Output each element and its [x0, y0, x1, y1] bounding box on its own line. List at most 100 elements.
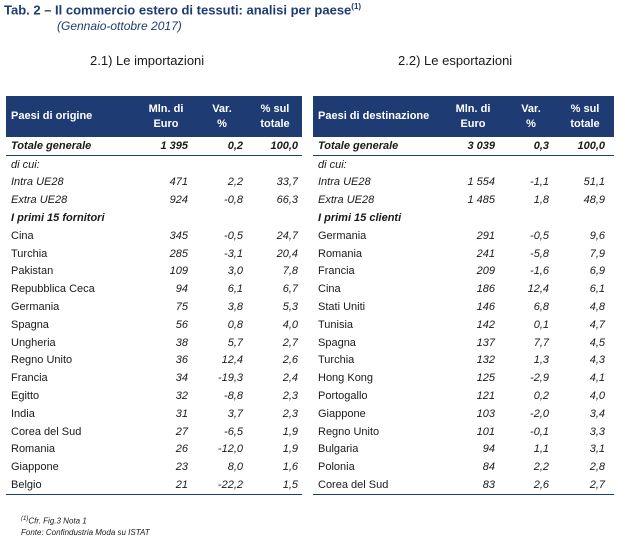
table-row: Pakistan 109 3,0 7,8 [6, 263, 302, 281]
var-cell: 0,1 [533, 318, 549, 331]
table-row: Romania 26 -12,0 1,9 [6, 441, 302, 459]
value-cell: 209 [476, 265, 495, 278]
share-cell: 4,8 [589, 301, 605, 314]
share-cell: 7,9 [589, 247, 605, 260]
table-row: Giappone 103 -2,0 3,4 [313, 405, 614, 423]
table-row: Polonia 84 2,2 2,8 [313, 458, 614, 476]
table-row: India 31 3,7 2,3 [6, 405, 302, 423]
var-cell: 3,0 [227, 265, 243, 278]
country-name: Francia [11, 372, 48, 385]
share-cell: 4,0 [589, 390, 605, 403]
imports-table: Paesi di origine Mln. di Euro Var.% % sul… [6, 96, 302, 495]
exports-table-header: Paesi di destinazione Mln. di Euro Var.% … [313, 96, 614, 137]
country-name: Pakistan [11, 265, 54, 278]
var-cell: 2,6 [533, 479, 549, 492]
table-row: Tunisia 142 0,1 4,7 [313, 316, 614, 334]
table-row: Francia 34 -19,3 2,4 [6, 369, 302, 387]
value-cell: 23 [175, 461, 188, 474]
country-name: Romania [318, 247, 363, 260]
country-name: Regno Unito [318, 425, 380, 438]
value-cell: 83 [482, 479, 495, 492]
country-name: Portogallo [318, 390, 368, 403]
country-name: Cina [318, 283, 341, 296]
country-name: Turchia [318, 354, 355, 367]
share-cell: 4,3 [589, 354, 605, 367]
var-cell: 2,2 [533, 461, 549, 474]
var-cell: 12,4 [221, 354, 243, 367]
share-cell: 1,5 [282, 479, 298, 492]
value-cell: 103 [476, 407, 495, 420]
share-cell: 5,3 [282, 301, 298, 314]
header-value: Mln. di Euro [148, 102, 184, 130]
country-name: Stati Uniti [318, 301, 366, 314]
value-cell: 94 [175, 283, 188, 296]
extra-row: Extra UE28 1 485 1,8 48,9 [318, 194, 605, 207]
value-cell: 345 [169, 229, 188, 242]
country-name: Egitto [11, 390, 40, 403]
country-name: Repubblica Ceca [11, 283, 95, 296]
header-var: Var.% [212, 102, 232, 130]
country-name: Spagna [318, 336, 356, 349]
country-name: Regno Unito [11, 354, 73, 367]
table-row: Portogallo 121 0,2 4,0 [313, 387, 614, 405]
value-cell: 94 [482, 443, 495, 456]
country-name: Germania [11, 301, 60, 314]
exports-section-title: 2.2) Le esportazioni [398, 53, 513, 68]
share-cell: 6,1 [589, 283, 605, 296]
country-name: Giappone [11, 461, 59, 474]
title-text: Tab. 2 – Il commercio estero di tessuti:… [4, 2, 352, 18]
header-country: Paesi di origine [11, 110, 93, 122]
value-cell: 146 [476, 301, 495, 314]
var-cell: -19,3 [217, 372, 243, 385]
value-cell: 31 [175, 407, 188, 420]
top-suppliers-label: I primi 15 fornitori [11, 212, 105, 225]
value-cell: 241 [476, 247, 495, 260]
imports-section-title: 2.1) Le importazioni [90, 53, 205, 68]
table-row: Germania 291 -0,5 9,6 [313, 227, 614, 245]
dicui-row: di cui: [318, 158, 347, 171]
var-cell: 1,1 [533, 443, 549, 456]
share-cell: 20,4 [276, 247, 298, 260]
var-cell: 0,2 [533, 390, 549, 403]
value-cell: 121 [476, 390, 495, 403]
share-cell: 1,9 [282, 443, 298, 456]
share-cell: 3,4 [589, 407, 605, 420]
var-cell: 3,8 [227, 301, 243, 314]
country-name: Corea del Sud [11, 425, 82, 438]
value-cell: 27 [175, 425, 188, 438]
share-cell: 2,4 [282, 372, 298, 385]
var-cell: 6,8 [533, 301, 549, 314]
country-name: Giappone [318, 407, 366, 420]
var-cell: -2,0 [530, 407, 549, 420]
share-cell: 1,6 [282, 461, 298, 474]
share-cell: 3,1 [589, 443, 605, 456]
var-cell: -8,8 [224, 390, 243, 403]
value-cell: 84 [482, 461, 495, 474]
header-share: % sul totale [260, 102, 290, 130]
imports-table-header: Paesi di origine Mln. di Euro Var.% % sul… [6, 96, 302, 137]
var-cell: 8,0 [227, 461, 243, 474]
header-share: % sul totale [570, 102, 600, 130]
value-cell: 56 [175, 318, 188, 331]
country-name: Polonia [318, 461, 355, 474]
header-country: Paesi di destinazione [318, 110, 430, 122]
var-cell: -0,5 [224, 229, 243, 242]
table-row: Turchia 132 1,3 4,3 [313, 352, 614, 370]
var-cell: -12,0 [217, 443, 243, 456]
share-cell: 2,8 [589, 461, 605, 474]
table-row: Repubblica Ceca 94 6,1 6,7 [6, 280, 302, 298]
total-row: Totale generale 3 039 0,3 100,0 [313, 137, 614, 156]
value-cell: 137 [476, 336, 495, 349]
var-cell: -1,6 [530, 265, 549, 278]
table-row: Egitto 32 -8,8 2,3 [6, 387, 302, 405]
var-cell: -0,5 [530, 229, 549, 242]
share-cell: 9,6 [589, 229, 605, 242]
share-cell: 24,7 [276, 229, 298, 242]
value-cell: 186 [476, 283, 495, 296]
header-value: Mln. di Euro [455, 102, 491, 130]
var-cell: 6,1 [227, 283, 243, 296]
exports-table: Paesi di destinazione Mln. di Euro Var.% … [313, 96, 614, 495]
share-cell: 4,5 [589, 336, 605, 349]
table-row: Cina 345 -0,5 24,7 [6, 227, 302, 245]
table-row: Hong Kong 125 -2,9 4,1 [313, 369, 614, 387]
